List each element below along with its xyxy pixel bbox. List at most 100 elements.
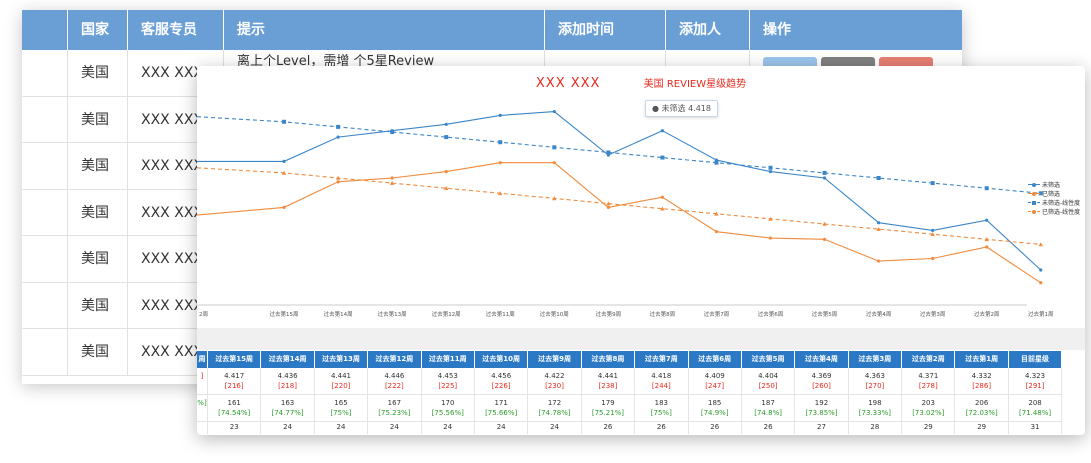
header-added-by[interactable]: 添加人 — [666, 10, 750, 50]
summary-sub-value: [75%] — [650, 409, 672, 417]
chart-title-subject: 美国 REVIEW星级趋势 — [643, 79, 747, 90]
summary-sub-value: [75.56%] — [431, 409, 464, 417]
header-actions: 操作 — [763, 22, 791, 38]
summary-value: 172 — [547, 399, 562, 407]
summary-value: 26 — [656, 423, 666, 431]
summary-cell: 4.446 [222] — [368, 368, 422, 395]
summary-cell: 4.436 [218] — [261, 368, 315, 395]
summary-sub-value: [238] — [598, 382, 618, 390]
series-point-1 — [822, 237, 827, 241]
summary-header-cell: 过去第1周 — [955, 351, 1009, 368]
legend-label: 未筛选 — [1042, 182, 1061, 189]
summary-cell: 4.332 [286] — [955, 368, 1009, 395]
summary-value: 26 — [603, 423, 613, 431]
summary-sub-value: [73.02%] — [912, 409, 945, 417]
summary-header-cell: 过去第8周 — [581, 351, 636, 368]
summary-value: 24 — [496, 423, 506, 431]
summary-value: 24 — [389, 423, 399, 431]
x-tick-label: 过去第3周 — [920, 310, 946, 318]
summary-cell: 29 — [955, 422, 1009, 434]
summary-header-cell: 过去第14周 — [261, 351, 315, 368]
series-point-2 — [984, 186, 989, 191]
header-add-time[interactable]: 添加时间 — [545, 10, 666, 50]
header-country[interactable]: 国家 — [68, 10, 128, 50]
summary-cell: 4.441 [220] — [314, 368, 369, 395]
legend-item[interactable]: 已筛选-线性度 — [1028, 207, 1080, 216]
series-point-3 — [930, 232, 935, 237]
summary-sub-value: [230] — [545, 382, 564, 390]
summary-sub-value: [75%] — [330, 409, 352, 417]
series-point-0 — [931, 228, 935, 232]
summary-value: 24 — [443, 423, 453, 431]
summary-cell: 4.323 [291] — [1008, 368, 1063, 395]
summary-sub-value: [75.21%] — [591, 409, 624, 417]
series-point-1 — [498, 161, 502, 165]
summary-header-cell: 过去第9周 — [528, 351, 582, 368]
chart-table-divider — [197, 328, 1085, 350]
series-point-3 — [389, 180, 395, 185]
legend-label: 未筛选-线性度 — [1042, 200, 1081, 207]
row-checkbox-cell — [22, 189, 68, 235]
summary-value: 4.409 — [704, 372, 725, 380]
series-point-3 — [1038, 242, 1043, 247]
summary-value: 165 — [334, 399, 348, 407]
summary-cell: 185 [74.9%] — [688, 395, 742, 422]
summary-cell: 4.409 [247] — [688, 368, 742, 395]
summary-value: 29 — [923, 423, 933, 431]
header-agent[interactable]: 客服专员 — [128, 10, 224, 50]
row-country: 美国 — [68, 143, 128, 189]
summary-value: 206 — [974, 399, 989, 407]
series-point-3 — [822, 221, 827, 226]
header-tip[interactable]: 提示 — [224, 10, 545, 50]
chart-title-product: XXX XXX — [535, 76, 601, 91]
review-trend-card: 2周 过去第15周 过去第14周 过去第13周 过去第12周 过去第11周 过去第10周 过去… — [197, 66, 1085, 435]
series-point-1 — [552, 161, 556, 165]
series-point-2 — [1038, 191, 1043, 196]
summary-value: 4.371 — [918, 372, 939, 380]
series-point-2 — [768, 165, 773, 170]
row-country: 美国 — [68, 282, 128, 328]
summary-header-cell: 过去第10周 — [474, 351, 529, 368]
legend-item[interactable]: 未筛选-线性度 — [1028, 198, 1080, 207]
summary-value: 24 — [283, 423, 293, 431]
summary-sub-value: [260] — [812, 382, 831, 390]
summary-cell: 4.369 [260] — [795, 368, 849, 395]
summary-cell: 24 — [422, 422, 475, 434]
chart-area: 2周 过去第15周 过去第14周 过去第13周 过去第12周 过去第11周 过去第10周 过去… — [197, 66, 1085, 348]
summary-cell: ] — [197, 368, 208, 395]
series-point-1 — [768, 236, 773, 240]
summary-sub-value: [225] — [438, 382, 458, 390]
series-point-2 — [930, 181, 935, 186]
chart-legend: 未筛选 已筛选未筛选-线性度 已筛选-线性度 — [1028, 180, 1080, 216]
summary-cell: 28 — [849, 422, 903, 434]
summary-cell: 4.441 [238] — [581, 368, 636, 395]
summary-sub-value: [222] — [384, 382, 404, 390]
summary-value: 4.332 — [971, 372, 992, 380]
summary-sub-value: [75.66%] — [485, 409, 518, 417]
summary-cell: 29 — [902, 422, 956, 434]
summary-header-cell: 过去第3周 — [848, 351, 903, 368]
series-point-2 — [876, 176, 881, 180]
series-point-0 — [768, 170, 773, 174]
legend-swatch — [1028, 182, 1040, 188]
summary-value: 179 — [601, 399, 615, 407]
summary-cell: 23 — [208, 422, 262, 434]
summary-cell: 203 [73.02%] — [902, 395, 956, 422]
summary-header-cell: 周 — [197, 351, 208, 368]
series-point-0 — [336, 135, 340, 139]
x-tick-label: 过去第15周 — [270, 310, 299, 318]
summary-value: 170 — [441, 399, 455, 407]
series-line-3 — [197, 167, 1041, 245]
x-tick-label: 过去第11周 — [486, 310, 515, 318]
series-point-0 — [498, 113, 502, 117]
legend-item[interactable]: 未筛选 — [1028, 180, 1080, 189]
series-point-1 — [877, 259, 881, 263]
summary-cell: 24 — [315, 422, 369, 434]
series-point-1 — [444, 170, 448, 174]
x-tick-label: 过去第2周 — [974, 310, 1000, 318]
chart-title: XXX XXX 美国 REVIEW星级趋势 — [197, 75, 1085, 91]
legend-item[interactable]: 已筛选 — [1028, 189, 1080, 198]
summary-cell: 4.422 [230] — [528, 368, 582, 395]
summary-cell: 161 [74.54%] — [208, 395, 262, 422]
summary-cell: %] — [197, 395, 208, 422]
